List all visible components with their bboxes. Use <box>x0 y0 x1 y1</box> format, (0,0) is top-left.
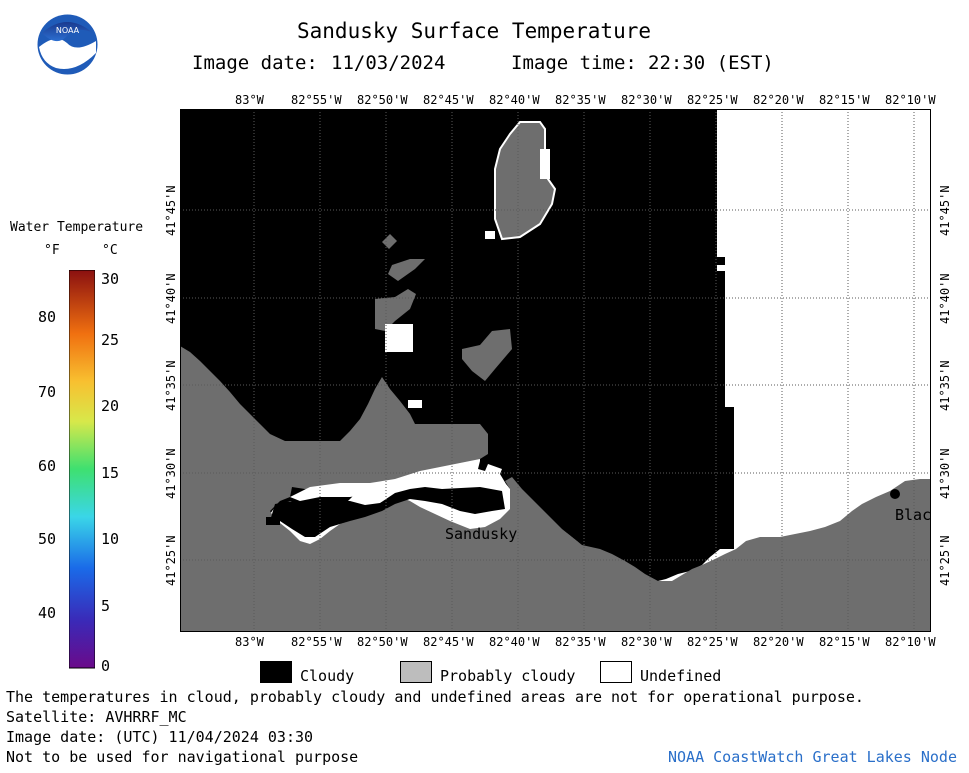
disclaimer: The temperatures in cloud, probably clou… <box>6 688 864 706</box>
place-label-sandusky: Sandusky <box>445 525 518 543</box>
c-tick: 10 <box>101 530 120 548</box>
image-date-label: Image date: <box>192 52 318 74</box>
lon-label: 82°35'W <box>555 93 606 107</box>
lon-label: 82°30'W <box>621 635 672 649</box>
f-tick: 40 <box>38 604 57 622</box>
lon-label: 82°20'W <box>753 93 804 107</box>
lon-label: 83°W <box>235 635 264 649</box>
image-time: 22:30 (EST) <box>648 52 774 74</box>
map-frame <box>180 109 931 632</box>
lat-label: 41°30'N <box>164 448 178 499</box>
image-date: 11/03/2024 <box>331 52 446 74</box>
lon-label: 82°40'W <box>489 635 540 649</box>
c-tick: 5 <box>101 597 111 615</box>
island-edge <box>540 149 550 179</box>
probably-cloudy-area <box>180 346 931 632</box>
bay-edge <box>266 517 280 525</box>
lon-label: 82°50'W <box>357 635 408 649</box>
lon-label: 82°10'W <box>885 635 936 649</box>
bay-inner <box>270 487 505 537</box>
lon-label: 82°15'W <box>819 635 870 649</box>
city-marker <box>890 489 900 499</box>
image-time-label: Image time: <box>511 52 637 74</box>
c-tick: 25 <box>101 331 120 349</box>
legend-swatch-probably-cloudy <box>400 661 432 683</box>
lat-label: 41°40'N <box>938 273 952 324</box>
credit: NOAA CoastWatch Great Lakes Node <box>668 748 957 766</box>
f-tick: 70 <box>38 383 57 401</box>
island-small <box>388 259 425 281</box>
lon-label: 82°55'W <box>291 93 342 107</box>
nav-warning: Not to be used for navigational purpose <box>6 748 359 766</box>
lon-label: 82°20'W <box>753 635 804 649</box>
legend-swatch-undefined <box>600 661 632 683</box>
lon-label: 82°45'W <box>423 635 474 649</box>
noaa-logo: NOAA <box>37 14 98 75</box>
lat-label: 41°25'N <box>164 535 178 586</box>
lon-label: 82°30'W <box>621 93 672 107</box>
island-small <box>462 329 512 381</box>
lon-label: 82°45'W <box>423 93 474 107</box>
unit-f: °F <box>44 243 60 258</box>
page-title: Sandusky Surface Temperature <box>297 19 652 43</box>
lat-label: 41°35'N <box>164 360 178 411</box>
island-small <box>375 289 416 331</box>
undefined-patch <box>385 324 413 352</box>
lon-label: 82°50'W <box>357 93 408 107</box>
graticule <box>180 109 931 632</box>
bay-channel <box>290 471 430 501</box>
utc-date: Image date: (UTC) 11/04/2024 03:30 <box>6 728 314 746</box>
undefined-patch <box>408 400 422 408</box>
lon-label: 82°15'W <box>819 93 870 107</box>
lat-label: 41°30'N <box>938 448 952 499</box>
lat-label: 41°25'N <box>938 535 952 586</box>
place-label-blac: Blac <box>895 506 931 524</box>
logo-lettering: NOAA <box>56 26 80 35</box>
lon-label: 82°55'W <box>291 635 342 649</box>
c-tick: 0 <box>101 657 111 675</box>
legend-label-probably-cloudy: Probably cloudy <box>440 667 576 685</box>
island-small <box>382 234 397 249</box>
legend-label-undefined: Undefined <box>640 667 722 685</box>
lat-label: 41°45'N <box>938 185 952 236</box>
sst-map <box>180 109 931 632</box>
colorbar <box>69 270 95 669</box>
lat-label: 41°40'N <box>164 273 178 324</box>
lon-label: 83°W <box>235 93 264 107</box>
legend-swatch-cloudy <box>260 661 292 683</box>
f-tick: 80 <box>38 308 57 326</box>
lat-label: 41°35'N <box>938 360 952 411</box>
satellite: Satellite: AVHRRF_MC <box>6 708 187 726</box>
lon-label: 82°25'W <box>687 93 738 107</box>
lat-label: 41°45'N <box>164 185 178 236</box>
colorbar-title: Water Temperature <box>10 220 144 235</box>
lon-label: 82°25'W <box>687 635 738 649</box>
legend-label-cloudy: Cloudy <box>300 667 355 685</box>
lon-label: 82°40'W <box>489 93 540 107</box>
c-tick: 15 <box>101 464 120 482</box>
island-edge <box>485 231 495 239</box>
c-tick: 30 <box>101 270 120 288</box>
f-tick: 50 <box>38 530 57 548</box>
lon-label: 82°35'W <box>555 635 606 649</box>
lon-label: 82°10'W <box>885 93 936 107</box>
f-tick: 60 <box>38 457 57 475</box>
c-tick: 20 <box>101 397 120 415</box>
unit-c: °C <box>102 243 118 258</box>
